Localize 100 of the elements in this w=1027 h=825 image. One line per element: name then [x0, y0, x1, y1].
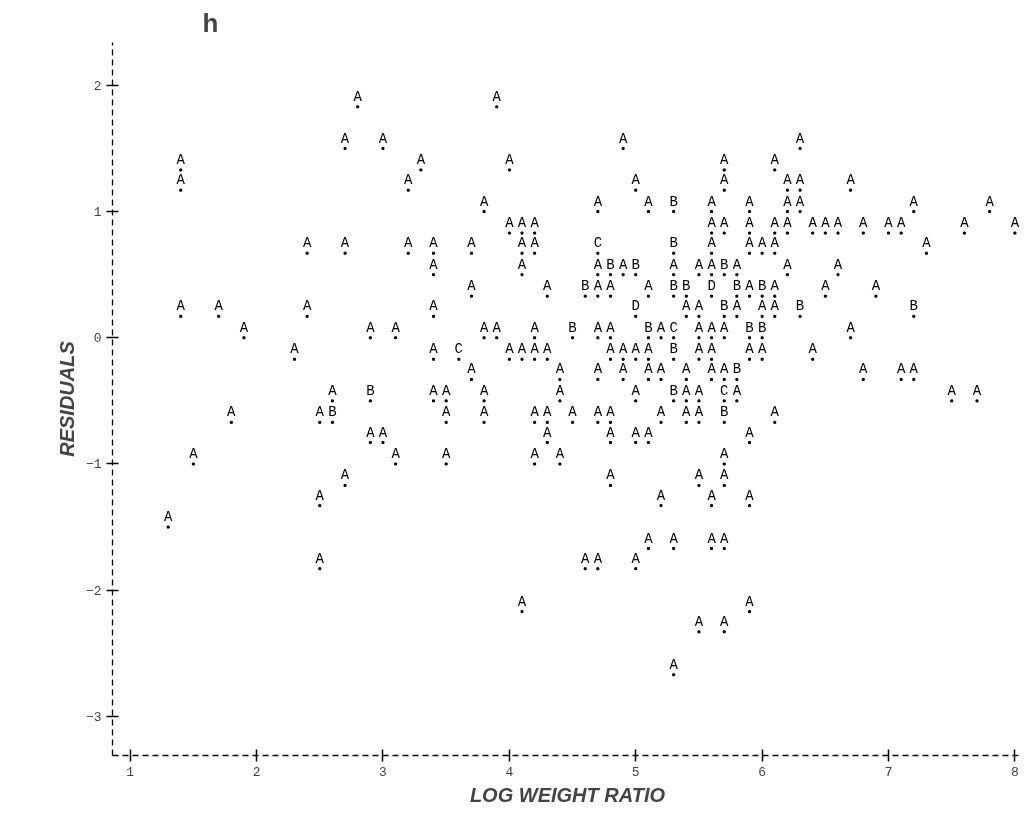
- data-label: A: [644, 424, 654, 441]
- data-label: B: [720, 404, 729, 421]
- data-label: B: [732, 361, 742, 378]
- data-label: A: [340, 235, 350, 252]
- data-label: A: [543, 404, 553, 421]
- point: [596, 336, 600, 340]
- data-label: A: [669, 256, 679, 273]
- point: [621, 377, 625, 381]
- x-tick-label: 2: [252, 764, 261, 780]
- point: [735, 294, 739, 298]
- y-tick-label: −1: [85, 457, 102, 473]
- data-label: A: [176, 298, 186, 315]
- point: [646, 294, 650, 298]
- data-label: A: [707, 319, 717, 336]
- data-label: A: [846, 319, 856, 336]
- data-label: A: [530, 215, 540, 232]
- point: [318, 567, 322, 571]
- point: [432, 273, 436, 277]
- point: [305, 314, 309, 318]
- data-label: A: [404, 235, 414, 252]
- data-label: A: [631, 382, 641, 399]
- data-label: A: [770, 278, 780, 295]
- data-label: A: [707, 235, 717, 252]
- data-label: A: [593, 278, 603, 295]
- data-label: A: [795, 193, 805, 210]
- point: [381, 147, 385, 150]
- data-label: A: [720, 151, 730, 168]
- point: [697, 357, 701, 361]
- point: [785, 273, 789, 277]
- point: [722, 273, 726, 277]
- point: [722, 462, 726, 466]
- point: [545, 441, 549, 445]
- point: [710, 504, 714, 508]
- point: [545, 294, 549, 298]
- data-label: A: [707, 193, 717, 210]
- point: [773, 420, 777, 424]
- point: [419, 168, 423, 172]
- point: [179, 314, 183, 318]
- point: [558, 399, 562, 403]
- point: [166, 525, 170, 529]
- point: [722, 399, 726, 403]
- point: [217, 314, 221, 318]
- point: [634, 314, 638, 318]
- point: [849, 188, 853, 192]
- data-label: A: [770, 151, 780, 168]
- point: [457, 357, 461, 361]
- data-label: A: [694, 382, 704, 399]
- data-label: A: [404, 172, 414, 189]
- data-label: A: [846, 172, 856, 189]
- data-label: A: [757, 341, 767, 358]
- data-label: A: [441, 382, 451, 399]
- point: [785, 210, 789, 214]
- point: [798, 188, 802, 192]
- point: [748, 357, 751, 361]
- point: [343, 483, 347, 487]
- data-label: A: [315, 550, 325, 567]
- data-label: A: [720, 215, 730, 232]
- point: [849, 336, 853, 340]
- data-label: A: [429, 341, 439, 358]
- point: [798, 147, 802, 150]
- point: [634, 357, 638, 361]
- point: [330, 420, 334, 424]
- point: [179, 188, 183, 192]
- point: [596, 251, 600, 255]
- data-label: B: [909, 298, 919, 315]
- point: [608, 441, 612, 445]
- data-label: A: [682, 382, 692, 399]
- data-label: A: [568, 404, 578, 421]
- data-label: D: [707, 278, 716, 295]
- data-label: B: [757, 319, 767, 336]
- point: [634, 399, 638, 403]
- point: [545, 357, 549, 361]
- point: [697, 483, 701, 487]
- point: [798, 210, 802, 214]
- data-label: A: [315, 487, 325, 504]
- point: [659, 377, 663, 381]
- point: [672, 294, 676, 298]
- data-label: B: [757, 278, 767, 295]
- data-label: A: [555, 445, 565, 462]
- point: [672, 547, 676, 551]
- data-label: A: [593, 319, 603, 336]
- point: [305, 251, 309, 255]
- data-label: A: [593, 404, 603, 421]
- data-label: A: [505, 341, 515, 358]
- point: [912, 314, 916, 318]
- data-label: A: [340, 130, 350, 147]
- data-label: A: [429, 382, 439, 399]
- data-label: A: [353, 88, 363, 105]
- point: [697, 630, 701, 634]
- data-label: A: [833, 215, 843, 232]
- data-label: A: [896, 215, 906, 232]
- data-label: A: [631, 550, 641, 567]
- point: [432, 251, 436, 255]
- data-label: A: [606, 341, 616, 358]
- data-label: A: [985, 193, 995, 210]
- point: [596, 567, 600, 571]
- data-label: A: [972, 382, 982, 399]
- data-label: A: [694, 319, 704, 336]
- point: [368, 336, 372, 340]
- data-label: A: [492, 319, 502, 336]
